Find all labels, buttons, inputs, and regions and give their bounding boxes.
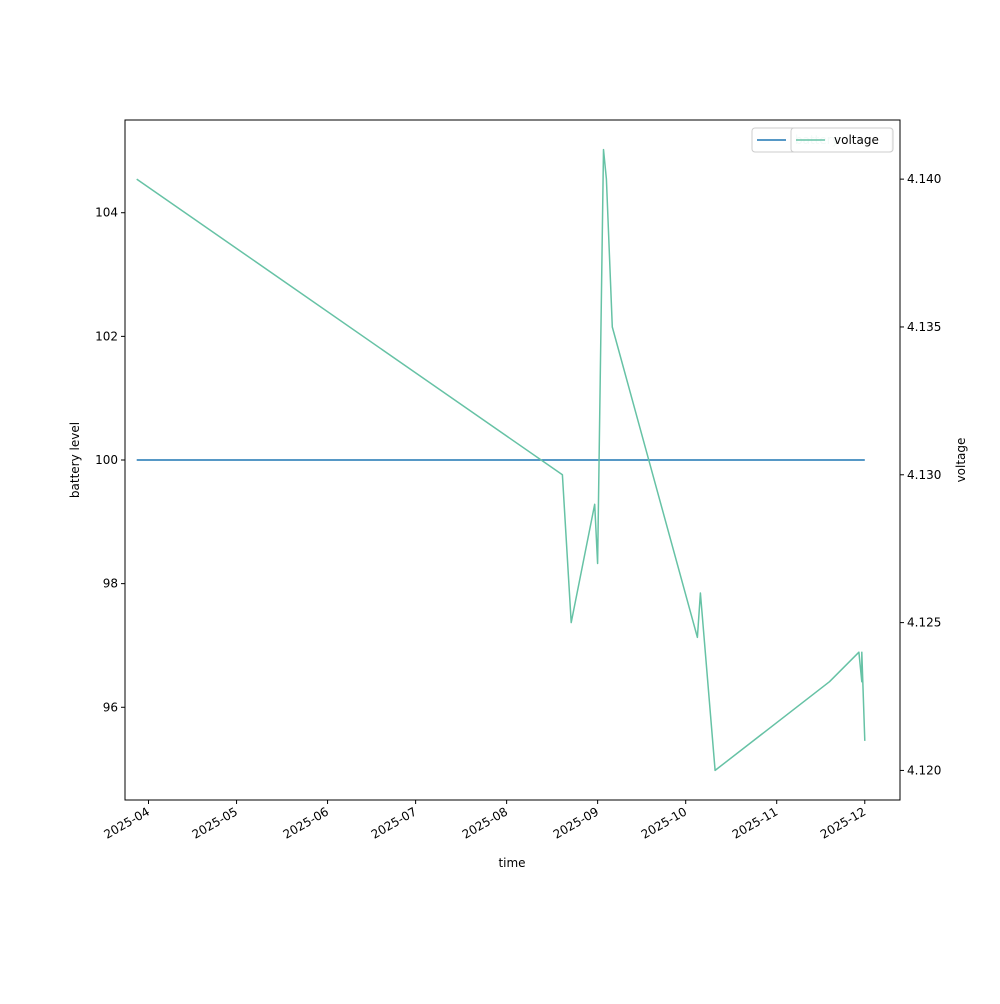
y-left-tick-label: 104 — [95, 206, 118, 220]
y-right-tick-label: 4.130 — [907, 468, 941, 482]
y-left-tick-label: 96 — [103, 700, 118, 714]
legend: batteryvoltage — [751, 127, 894, 153]
x-tick-label: 2025-07 — [369, 804, 419, 841]
y-right-tick-label: 4.125 — [907, 616, 941, 630]
y-right-tick-label: 4.140 — [907, 172, 941, 186]
legend-box-voltage — [790, 127, 894, 153]
legend-label-voltage: voltage — [834, 133, 879, 147]
y-left-tick-label: 102 — [95, 329, 118, 343]
x-axis-label: time — [498, 856, 525, 870]
x-tick-label: 2025-06 — [281, 804, 331, 841]
y-right-tick-label: 4.120 — [907, 763, 941, 777]
y-axis-left-label: battery level — [68, 422, 82, 498]
x-tick-label: 2025-09 — [551, 804, 601, 841]
series-line-voltage — [136, 148, 866, 772]
y-axis-right-label: voltage — [954, 438, 968, 483]
x-tick-label: 2025-04 — [102, 804, 152, 841]
x-tick-label: 2025-10 — [639, 804, 689, 841]
series-layer — [136, 148, 866, 772]
y-left-tick-label: 98 — [103, 577, 118, 591]
x-tick-label: 2025-12 — [818, 804, 868, 841]
x-tick-label: 2025-11 — [730, 804, 780, 841]
x-tick-label: 2025-08 — [460, 804, 510, 841]
y-left-tick-label: 100 — [95, 453, 118, 467]
x-tick-label: 2025-05 — [190, 804, 240, 841]
axes-layer: 2025-04 2025-05 2025-06 2025-07 2025-08 2025-… — [95, 172, 941, 842]
y-right-tick-label: 4.135 — [907, 320, 941, 334]
